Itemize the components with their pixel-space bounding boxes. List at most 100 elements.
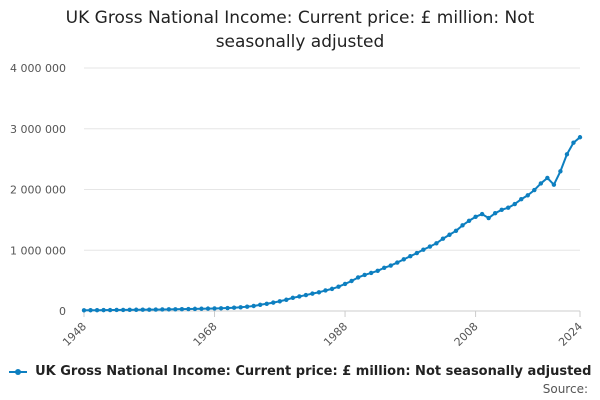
data-point[interactable] xyxy=(140,307,145,312)
data-point[interactable] xyxy=(538,181,544,186)
data-point[interactable] xyxy=(329,286,335,292)
data-point[interactable] xyxy=(231,305,237,310)
data-point[interactable] xyxy=(277,299,282,304)
data-point[interactable] xyxy=(349,278,354,284)
data-point[interactable] xyxy=(551,182,557,187)
data-point[interactable] xyxy=(192,306,198,312)
data-point[interactable] xyxy=(492,210,498,216)
y-tick-label: 3 000 000 xyxy=(10,123,66,136)
data-point[interactable] xyxy=(205,306,211,311)
data-point[interactable] xyxy=(499,207,504,213)
data-point[interactable] xyxy=(382,265,387,271)
data-point[interactable] xyxy=(395,260,400,265)
data-point[interactable] xyxy=(173,307,178,312)
data-point[interactable] xyxy=(466,218,472,223)
data-point[interactable] xyxy=(336,284,341,289)
data-point[interactable] xyxy=(460,223,465,228)
legend-marker-icon xyxy=(8,367,27,377)
data-point[interactable] xyxy=(577,135,583,140)
data-point[interactable] xyxy=(408,254,413,259)
data-point[interactable] xyxy=(244,304,250,309)
data-point[interactable] xyxy=(453,228,459,234)
data-point[interactable] xyxy=(114,307,119,313)
y-tick-label: 1 000 000 xyxy=(10,244,66,257)
y-axis-tick-labels: 0 1 000 000 2 000 000 3 000 000 4 000 000 xyxy=(10,62,66,318)
data-point[interactable] xyxy=(153,307,158,312)
data-point[interactable] xyxy=(81,308,87,313)
data-point[interactable] xyxy=(166,307,172,312)
data-point[interactable] xyxy=(355,275,361,280)
chart-title-line-1: UK Gross National Income: Current price:… xyxy=(65,8,535,28)
data-point[interactable] xyxy=(179,306,185,312)
data-point[interactable] xyxy=(434,241,439,246)
data-point[interactable] xyxy=(414,250,420,256)
data-point[interactable] xyxy=(525,193,530,198)
data-point[interactable] xyxy=(147,307,152,312)
y-tick-label: 4 000 000 xyxy=(10,62,66,75)
source-credit: Source: xyxy=(542,382,588,396)
data-point[interactable] xyxy=(199,306,204,311)
data-point[interactable] xyxy=(440,236,446,241)
data-point[interactable] xyxy=(375,268,380,274)
data-point[interactable] xyxy=(571,140,576,145)
data-point[interactable] xyxy=(225,305,230,311)
data-point[interactable] xyxy=(127,307,132,313)
data-point[interactable] xyxy=(479,211,485,217)
data-point[interactable] xyxy=(264,301,269,306)
data-point[interactable] xyxy=(120,307,126,313)
data-point[interactable] xyxy=(290,295,296,301)
data-point[interactable] xyxy=(134,307,139,312)
data-point[interactable] xyxy=(545,175,550,181)
data-point[interactable] xyxy=(323,288,328,293)
data-point[interactable] xyxy=(316,290,322,295)
x-tick-label: 1948 xyxy=(60,320,89,349)
data-point[interactable] xyxy=(101,307,106,313)
gridlines xyxy=(84,67,580,251)
data-point[interactable] xyxy=(160,307,165,312)
data-point[interactable] xyxy=(186,306,191,312)
data-point[interactable] xyxy=(284,297,289,302)
data-point[interactable] xyxy=(251,303,256,309)
chart-title: UK Gross National Income: Current price:… xyxy=(0,6,600,54)
data-point[interactable] xyxy=(486,215,491,221)
data-point[interactable] xyxy=(107,307,113,313)
data-point[interactable] xyxy=(238,305,243,310)
data-point[interactable] xyxy=(88,308,93,313)
x-tick-label: 1968 xyxy=(191,320,220,349)
legend-label: UK Gross National Income: Current price:… xyxy=(35,364,592,379)
data-point[interactable] xyxy=(447,232,452,237)
data-point[interactable] xyxy=(212,306,217,311)
data-point[interactable] xyxy=(303,292,309,298)
data-point[interactable] xyxy=(271,300,276,305)
data-point[interactable] xyxy=(558,169,563,174)
data-point[interactable] xyxy=(473,214,478,220)
data-point[interactable] xyxy=(297,294,302,299)
data-point[interactable] xyxy=(368,270,374,276)
data-point[interactable] xyxy=(362,272,367,278)
x-tick-label: 1988 xyxy=(321,320,350,349)
data-point[interactable] xyxy=(506,205,511,210)
data-point[interactable] xyxy=(94,307,100,313)
x-tick-label: 2024 xyxy=(556,320,585,349)
y-tick-label: 2 000 000 xyxy=(10,184,66,197)
data-point[interactable] xyxy=(401,257,406,262)
series-group xyxy=(81,135,583,313)
chart-legend[interactable]: UK Gross National Income: Current price:… xyxy=(0,364,600,379)
data-point[interactable] xyxy=(532,187,537,193)
y-tick-label: 0 xyxy=(59,305,66,318)
chart-title-line-2: seasonally adjusted xyxy=(215,32,385,52)
x-tick-label: 2008 xyxy=(452,320,481,349)
data-point[interactable] xyxy=(310,291,315,296)
data-point[interactable] xyxy=(427,244,433,249)
data-point[interactable] xyxy=(564,152,570,157)
x-axis: 1948 1968 1988 2008 2024 xyxy=(60,310,585,349)
series-line xyxy=(83,136,581,312)
data-point[interactable] xyxy=(218,306,224,311)
data-point[interactable] xyxy=(421,247,426,252)
data-point[interactable] xyxy=(258,302,263,308)
data-point[interactable] xyxy=(342,281,348,287)
data-point[interactable] xyxy=(388,263,393,268)
data-point[interactable] xyxy=(519,197,524,202)
data-point[interactable] xyxy=(512,201,517,207)
